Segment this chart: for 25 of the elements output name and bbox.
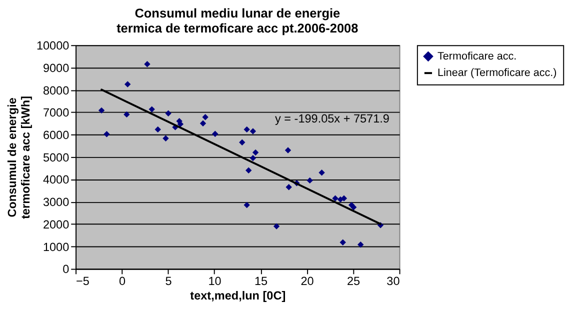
legend-label: Termoficare acc. bbox=[438, 50, 517, 62]
x-tick-label: 25 bbox=[346, 274, 361, 288]
x-tick-label: 0 bbox=[119, 274, 126, 288]
x-tick-label: 20 bbox=[300, 274, 314, 288]
x-tick-label: 5 bbox=[165, 274, 172, 288]
x-tick-label: 15 bbox=[254, 274, 268, 288]
x-axis-title: text,med,lun [0C] bbox=[190, 290, 286, 303]
y-tick-label: 6000 bbox=[42, 129, 70, 142]
y-tick-label: 5000 bbox=[42, 151, 70, 164]
x-tick-label: −5 bbox=[76, 274, 90, 288]
y-tick-label: 2000 bbox=[42, 218, 70, 232]
chart-title: Consumul mediu lunar de energie termica de termoficare acc pt.2006-2008 bbox=[116, 6, 358, 36]
y-axis-title: Consumul de energie termoficare acc [kWh] bbox=[6, 96, 33, 219]
y-tick-label: 8000 bbox=[42, 84, 70, 98]
y-tick-label: 1000 bbox=[42, 240, 70, 254]
legend-label: Linear (Termoficare acc.) bbox=[438, 67, 557, 80]
x-tick-label: 10 bbox=[208, 274, 222, 288]
y-tick-label: 7000 bbox=[42, 106, 70, 120]
x-tick-label: 30 bbox=[386, 274, 400, 288]
y-tick-label: 4000 bbox=[42, 174, 70, 187]
y-tick-label: 0 bbox=[62, 263, 70, 276]
y-tick-label: 3000 bbox=[42, 196, 70, 210]
annotation: y = -199.05x + 7571.9 bbox=[274, 112, 390, 126]
y-tick-label: 9000 bbox=[42, 62, 70, 75]
y-tick-label: 10000 bbox=[36, 40, 70, 53]
